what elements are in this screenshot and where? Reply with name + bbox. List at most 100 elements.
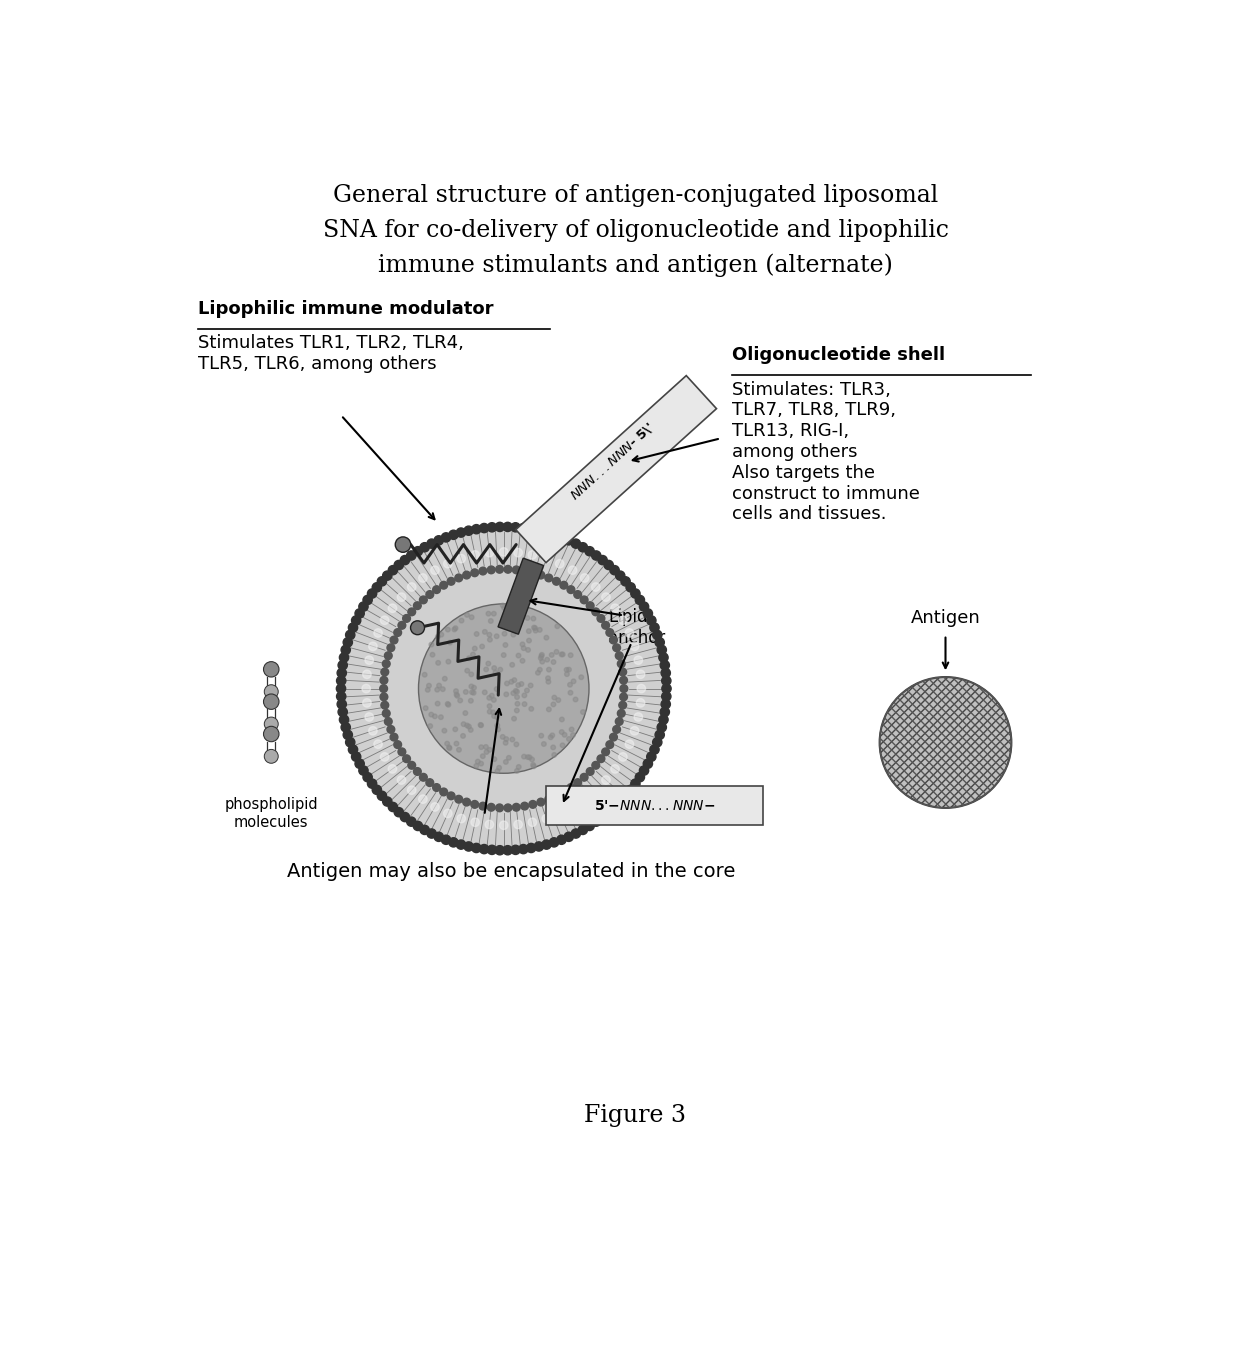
Circle shape bbox=[471, 550, 480, 560]
Circle shape bbox=[373, 740, 382, 748]
Circle shape bbox=[527, 843, 536, 853]
Circle shape bbox=[533, 625, 537, 631]
Circle shape bbox=[527, 639, 532, 643]
Circle shape bbox=[598, 556, 608, 565]
Circle shape bbox=[580, 795, 589, 804]
Circle shape bbox=[383, 571, 392, 580]
Circle shape bbox=[610, 565, 619, 575]
Circle shape bbox=[503, 741, 508, 745]
Circle shape bbox=[427, 684, 432, 688]
Circle shape bbox=[443, 677, 448, 681]
Circle shape bbox=[580, 710, 585, 714]
Circle shape bbox=[362, 670, 371, 678]
Circle shape bbox=[596, 755, 605, 763]
Circle shape bbox=[434, 832, 444, 842]
Circle shape bbox=[401, 813, 409, 821]
Circle shape bbox=[510, 662, 515, 667]
Circle shape bbox=[513, 689, 518, 693]
Circle shape bbox=[503, 692, 508, 696]
Circle shape bbox=[480, 753, 485, 759]
Circle shape bbox=[637, 684, 646, 693]
Circle shape bbox=[487, 710, 492, 714]
Circle shape bbox=[544, 635, 549, 640]
Circle shape bbox=[379, 677, 388, 684]
Circle shape bbox=[494, 670, 497, 674]
Circle shape bbox=[567, 586, 575, 594]
Circle shape bbox=[419, 597, 428, 603]
Circle shape bbox=[587, 768, 594, 775]
Circle shape bbox=[449, 530, 458, 539]
Text: 5'$\mathbf{-}\mathit{NNN...NNN}\mathbf{-}$: 5'$\mathbf{-}\mathit{NNN...NNN}\mathbf{-… bbox=[594, 798, 715, 813]
Circle shape bbox=[619, 616, 627, 625]
Circle shape bbox=[619, 701, 626, 710]
Circle shape bbox=[464, 842, 474, 851]
Circle shape bbox=[403, 614, 410, 622]
Circle shape bbox=[446, 703, 450, 707]
Text: Oligonucleotide shell: Oligonucleotide shell bbox=[733, 346, 945, 364]
Circle shape bbox=[495, 715, 500, 719]
Circle shape bbox=[520, 612, 525, 616]
Circle shape bbox=[472, 646, 477, 651]
Circle shape bbox=[388, 565, 398, 575]
Circle shape bbox=[423, 706, 428, 711]
Circle shape bbox=[538, 656, 543, 661]
Circle shape bbox=[484, 749, 489, 755]
Circle shape bbox=[544, 795, 553, 804]
Circle shape bbox=[528, 819, 537, 827]
Circle shape bbox=[604, 808, 614, 817]
Circle shape bbox=[434, 535, 444, 545]
Circle shape bbox=[464, 689, 469, 695]
Circle shape bbox=[591, 550, 601, 560]
Circle shape bbox=[598, 813, 608, 821]
Circle shape bbox=[469, 699, 474, 703]
Circle shape bbox=[388, 603, 397, 613]
Circle shape bbox=[446, 659, 450, 663]
Circle shape bbox=[446, 745, 451, 749]
Circle shape bbox=[542, 840, 551, 850]
Circle shape bbox=[336, 692, 346, 701]
Circle shape bbox=[539, 652, 544, 656]
Circle shape bbox=[610, 733, 618, 741]
Circle shape bbox=[441, 533, 450, 542]
Circle shape bbox=[362, 684, 371, 693]
Circle shape bbox=[556, 624, 559, 628]
Circle shape bbox=[397, 776, 405, 785]
Circle shape bbox=[339, 661, 347, 670]
Circle shape bbox=[381, 753, 389, 761]
Circle shape bbox=[500, 548, 508, 556]
Circle shape bbox=[528, 684, 533, 688]
Circle shape bbox=[346, 738, 355, 746]
Circle shape bbox=[427, 539, 436, 549]
Circle shape bbox=[459, 618, 464, 622]
Circle shape bbox=[554, 650, 559, 654]
Circle shape bbox=[522, 755, 526, 759]
Circle shape bbox=[512, 567, 521, 573]
Circle shape bbox=[552, 695, 557, 700]
Circle shape bbox=[482, 691, 487, 695]
Circle shape bbox=[348, 745, 357, 755]
Circle shape bbox=[420, 825, 429, 835]
Circle shape bbox=[430, 802, 439, 812]
Circle shape bbox=[615, 571, 625, 580]
Circle shape bbox=[495, 522, 505, 531]
Circle shape bbox=[505, 565, 512, 573]
Circle shape bbox=[515, 701, 520, 706]
Circle shape bbox=[533, 628, 538, 633]
Circle shape bbox=[454, 692, 459, 697]
Circle shape bbox=[522, 701, 527, 707]
Circle shape bbox=[574, 779, 582, 786]
Circle shape bbox=[469, 684, 474, 689]
Circle shape bbox=[433, 586, 440, 594]
Circle shape bbox=[542, 554, 551, 563]
Circle shape bbox=[580, 597, 588, 603]
Circle shape bbox=[466, 725, 471, 729]
Circle shape bbox=[391, 733, 398, 741]
Circle shape bbox=[495, 686, 498, 692]
Circle shape bbox=[485, 820, 494, 828]
Polygon shape bbox=[516, 376, 717, 563]
Circle shape bbox=[484, 745, 489, 749]
Circle shape bbox=[578, 542, 588, 552]
Circle shape bbox=[620, 693, 627, 701]
Circle shape bbox=[382, 710, 391, 718]
Text: General structure of antigen-conjugated liposomal: General structure of antigen-conjugated … bbox=[332, 184, 939, 207]
